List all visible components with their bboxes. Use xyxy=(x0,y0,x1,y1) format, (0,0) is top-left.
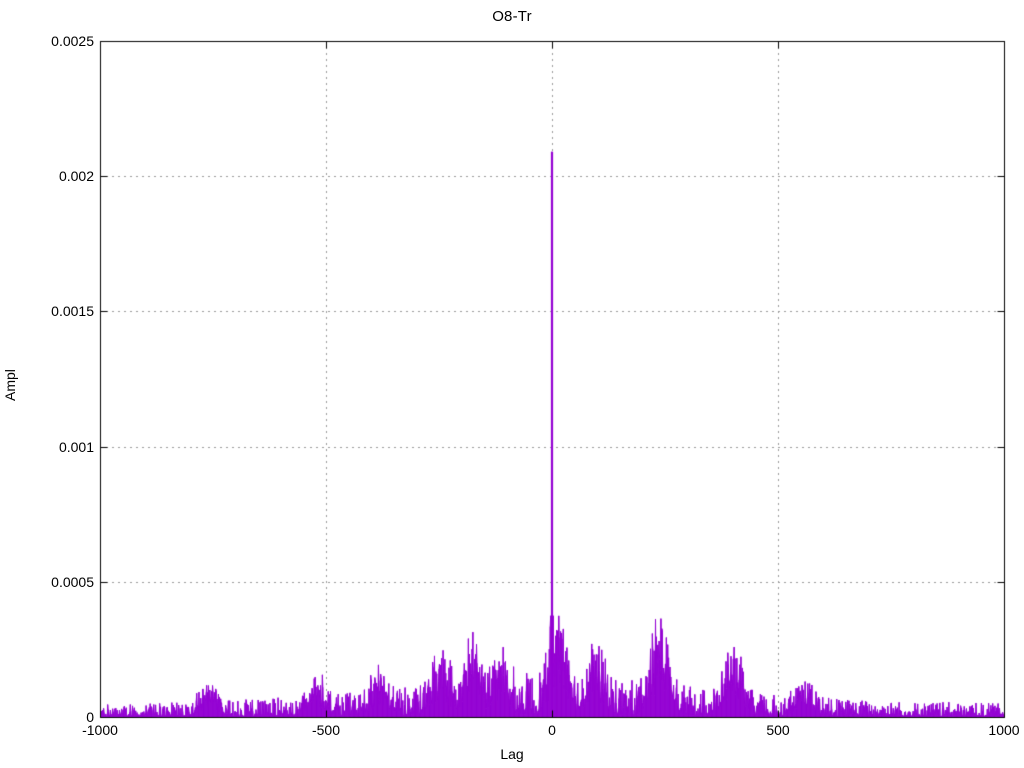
y-tick-label: 0.001 xyxy=(58,438,94,455)
y-tick-label: 0.0015 xyxy=(51,303,94,320)
x-tick-label: 0 xyxy=(548,722,556,738)
y-tick-label: 0.0025 xyxy=(51,33,94,49)
x-tick-label: 1000 xyxy=(988,722,1020,738)
y-tick-label: 0.002 xyxy=(58,168,94,185)
y-axis-label: Ampl xyxy=(2,369,18,401)
x-tick-label: 500 xyxy=(766,722,790,738)
x-tick-label: -1000 xyxy=(82,722,118,738)
y-tick-label: 0 xyxy=(86,709,94,725)
y-tick-label: 0.0005 xyxy=(51,573,94,590)
x-axis-label: Lag xyxy=(500,746,524,762)
x-tick-label: -500 xyxy=(311,722,341,738)
